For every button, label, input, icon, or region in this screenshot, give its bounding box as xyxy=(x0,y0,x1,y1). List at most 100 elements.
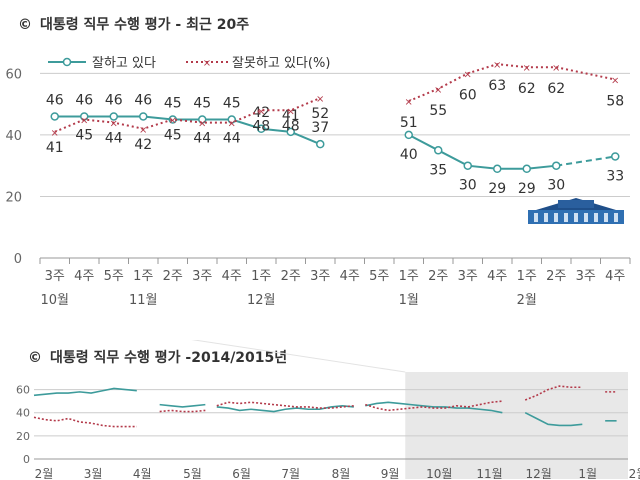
series-line xyxy=(365,400,503,412)
month-label: 11월 xyxy=(129,293,158,308)
data-label: 45 xyxy=(164,96,182,112)
series-line xyxy=(365,401,503,414)
x-tick-label: 1주 xyxy=(133,269,153,284)
data-point: × xyxy=(257,106,265,117)
highlight-region xyxy=(405,372,628,479)
chart2-svg: 0 20 40 60 2월 3월 4월 5월 6월 7월 8월 9월 10월 11월 12월 1월 2월 xyxy=(16,340,640,480)
x-tick-label: 2주 xyxy=(546,269,566,284)
month-label: 6월 xyxy=(232,467,251,480)
x-tick-label: 4주 xyxy=(74,269,94,284)
data-point xyxy=(286,127,295,137)
data-point: × xyxy=(198,119,206,130)
series-line xyxy=(216,404,354,413)
data-point: × xyxy=(80,116,88,127)
data-label: 45 xyxy=(75,128,93,144)
chart1-legend: 잘하고 있다 × 잘못하고 있다(%) xyxy=(44,52,350,72)
series-line xyxy=(54,115,321,146)
x-tick-label: 2주 xyxy=(281,269,301,284)
month-label: 9월 xyxy=(381,467,400,480)
data-point xyxy=(198,115,207,124)
month-label: 10월 xyxy=(426,467,452,480)
blue-house-pillar xyxy=(574,213,578,222)
x-tick-label: 4주 xyxy=(487,269,507,284)
blue-house-pillar xyxy=(534,213,538,222)
x-tick-label: 5주 xyxy=(104,269,124,284)
y-tick-label: 0 xyxy=(14,252,22,267)
blue-house-icon xyxy=(528,198,624,224)
month-label: 12월 xyxy=(525,467,551,480)
blue-house-roof-top xyxy=(558,200,594,208)
x-tick-label: 2주 xyxy=(428,269,448,284)
data-label: 60 xyxy=(459,87,477,103)
data-label: 48 xyxy=(252,118,270,134)
data-label: 45 xyxy=(223,96,241,112)
data-point: × xyxy=(51,128,59,139)
x-tick-label: 3주 xyxy=(310,269,330,284)
legend-bad-marker: × xyxy=(203,58,211,69)
data-point: × xyxy=(287,106,295,117)
data-label: 51 xyxy=(400,115,418,131)
series-line xyxy=(54,97,321,133)
chart1-svg: 0 20 40 60 3주 4주 5주 1주 2주 3주 4주 1주 2주 3주 4주 5주 1주 2주 3주 4주 1… xyxy=(5,52,631,308)
month-label: 2월 xyxy=(35,467,54,480)
x-tick-label: 2주 xyxy=(163,269,183,284)
data-label: 44 xyxy=(193,131,211,147)
data-label: 29 xyxy=(488,181,506,197)
blue-house-pillar xyxy=(564,213,568,222)
data-label: 48 xyxy=(282,118,300,134)
data-label: 30 xyxy=(459,178,477,194)
blue-house-pillar xyxy=(594,213,598,222)
data-label: 45 xyxy=(193,96,211,112)
data-label: 52 xyxy=(311,106,329,122)
y-tick-label: 40 xyxy=(16,407,30,420)
month-label: 7월 xyxy=(281,467,300,480)
blue-house-pillar xyxy=(604,213,608,222)
data-point: × xyxy=(611,76,619,87)
data-point xyxy=(434,146,443,155)
x-tick-label: 3주 xyxy=(458,269,478,284)
legend-bad-label: 잘못하고 있다(%) xyxy=(232,56,330,71)
series-line xyxy=(33,416,137,428)
month-label: 11월 xyxy=(476,467,502,480)
series-projection-line xyxy=(556,66,616,81)
month-label: 5월 xyxy=(183,467,202,480)
data-point xyxy=(493,164,502,174)
series-line xyxy=(33,387,137,397)
x-tick-label: 3주 xyxy=(576,269,596,284)
series-line xyxy=(524,412,583,427)
data-point xyxy=(463,161,472,170)
data-label: 62 xyxy=(547,81,565,97)
series-line xyxy=(408,134,557,170)
data-label: 44 xyxy=(223,131,241,147)
y-tick-label: 20 xyxy=(16,430,30,443)
data-point: × xyxy=(110,119,118,130)
legend-good-label: 잘하고 있다 xyxy=(92,56,156,71)
data-point: × xyxy=(523,63,531,74)
data-label: 46 xyxy=(75,92,93,108)
x-tick-label: 4주 xyxy=(340,269,360,284)
zoom-connector xyxy=(191,340,406,373)
y-tick-label: 60 xyxy=(5,67,22,82)
data-point xyxy=(404,130,413,140)
chart2-title: © 대통령 직무 수행 평가 -2014/2015년 xyxy=(28,350,288,366)
month-label: 1월 xyxy=(399,293,419,308)
y-tick-label: 0 xyxy=(23,453,30,466)
data-label: 62 xyxy=(518,81,536,97)
data-label: 58 xyxy=(606,94,624,110)
y-tick-label: 40 xyxy=(5,129,22,144)
blue-house-pillar xyxy=(584,213,588,222)
data-point: × xyxy=(434,85,442,96)
blue-house-pillar xyxy=(554,213,558,222)
month-label: 2월 xyxy=(629,467,640,480)
data-point: × xyxy=(493,60,501,71)
data-label: 30 xyxy=(547,178,565,194)
series-line xyxy=(216,401,354,409)
data-point: × xyxy=(316,94,324,105)
data-label: 40 xyxy=(400,147,418,163)
data-label: 55 xyxy=(429,103,447,119)
chart1-title: © 대통령 직무 수행 평가 - 최근 20주 xyxy=(18,17,250,33)
data-point: × xyxy=(139,125,147,136)
month-label: 3월 xyxy=(84,467,103,480)
data-point xyxy=(611,152,620,161)
month-label: 2월 xyxy=(517,293,537,308)
